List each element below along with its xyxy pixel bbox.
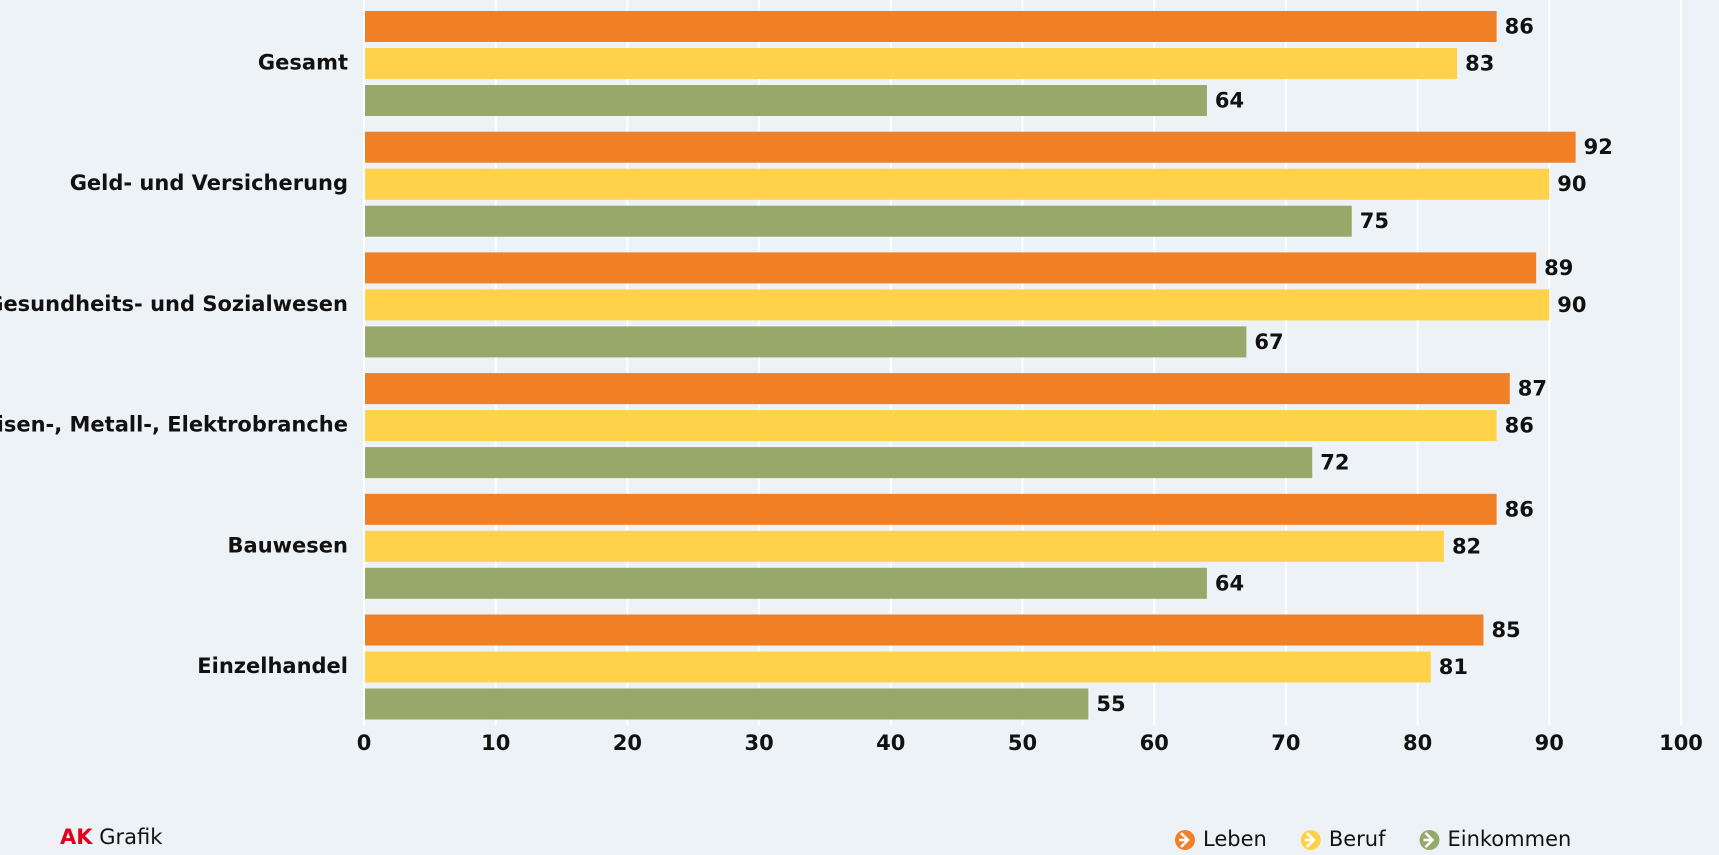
bar — [364, 168, 1550, 200]
category-label: Geld- und Versicherung — [70, 171, 348, 195]
category-label: Bauwesen — [228, 533, 348, 557]
legend-label: Leben — [1203, 827, 1267, 851]
value-label: 75 — [1360, 209, 1389, 233]
value-label: 72 — [1320, 451, 1349, 475]
value-label: 92 — [1584, 135, 1613, 159]
credit-text: Grafik — [99, 825, 163, 849]
bar — [364, 447, 1313, 479]
category-label: Einzelhandel — [197, 654, 348, 678]
bar — [364, 85, 1207, 116]
value-label: 89 — [1544, 256, 1573, 280]
x-tick-label: 70 — [1271, 731, 1300, 755]
credit: AK Grafik — [60, 825, 163, 849]
value-label: 85 — [1491, 618, 1520, 642]
bar — [364, 205, 1352, 237]
legend-arrow — [1179, 832, 1190, 848]
x-tick-label: 20 — [613, 731, 642, 755]
x-tick-label: 90 — [1535, 731, 1564, 755]
x-tick-label: 0 — [357, 731, 372, 755]
value-label: 83 — [1465, 52, 1494, 76]
category-label: Gesamt — [258, 51, 348, 75]
bar — [364, 252, 1537, 284]
bar — [364, 131, 1576, 163]
value-label: 86 — [1505, 414, 1534, 438]
x-tick-label: 10 — [481, 731, 510, 755]
value-label: 67 — [1254, 330, 1283, 354]
bar — [364, 567, 1207, 599]
legend-label: Einkommen — [1447, 827, 1571, 851]
bar — [364, 614, 1484, 646]
value-label: 90 — [1557, 293, 1586, 317]
value-label: 86 — [1505, 15, 1534, 39]
legend-label: Beruf — [1329, 827, 1386, 851]
bar — [364, 530, 1444, 562]
value-label: 64 — [1215, 571, 1244, 595]
bar — [364, 289, 1550, 321]
bar — [364, 688, 1089, 720]
category-label: Gesundheits- und Sozialwesen — [0, 292, 348, 316]
bar — [364, 651, 1431, 683]
bar — [364, 48, 1458, 79]
x-tick-label: 100 — [1659, 731, 1703, 755]
value-label: 64 — [1215, 89, 1244, 113]
bar — [364, 326, 1247, 358]
x-tick-label: 50 — [1008, 731, 1037, 755]
bar — [364, 11, 1497, 42]
value-label: 55 — [1096, 692, 1125, 716]
x-tick-label: 60 — [1140, 731, 1169, 755]
credit-brand: AK — [60, 825, 93, 849]
x-tick-label: 40 — [876, 731, 905, 755]
category-label: Eisen-, Metall-, Elektrobranche — [0, 413, 348, 437]
value-label: 81 — [1439, 655, 1468, 679]
legend-arrow — [1423, 832, 1435, 848]
value-label: 87 — [1518, 377, 1547, 401]
value-label: 86 — [1505, 497, 1534, 521]
legend-item: Einkommen — [1419, 827, 1571, 851]
legend-arrow — [1304, 832, 1316, 848]
legend-item: Leben — [1175, 827, 1267, 851]
x-tick-label: 80 — [1403, 731, 1432, 755]
bar — [364, 373, 1510, 405]
value-label: 82 — [1452, 534, 1481, 558]
x-tick-label: 30 — [744, 731, 773, 755]
bar — [364, 410, 1497, 442]
bar — [364, 493, 1497, 525]
value-label: 90 — [1557, 172, 1586, 196]
legend-item: Beruf — [1300, 827, 1386, 851]
